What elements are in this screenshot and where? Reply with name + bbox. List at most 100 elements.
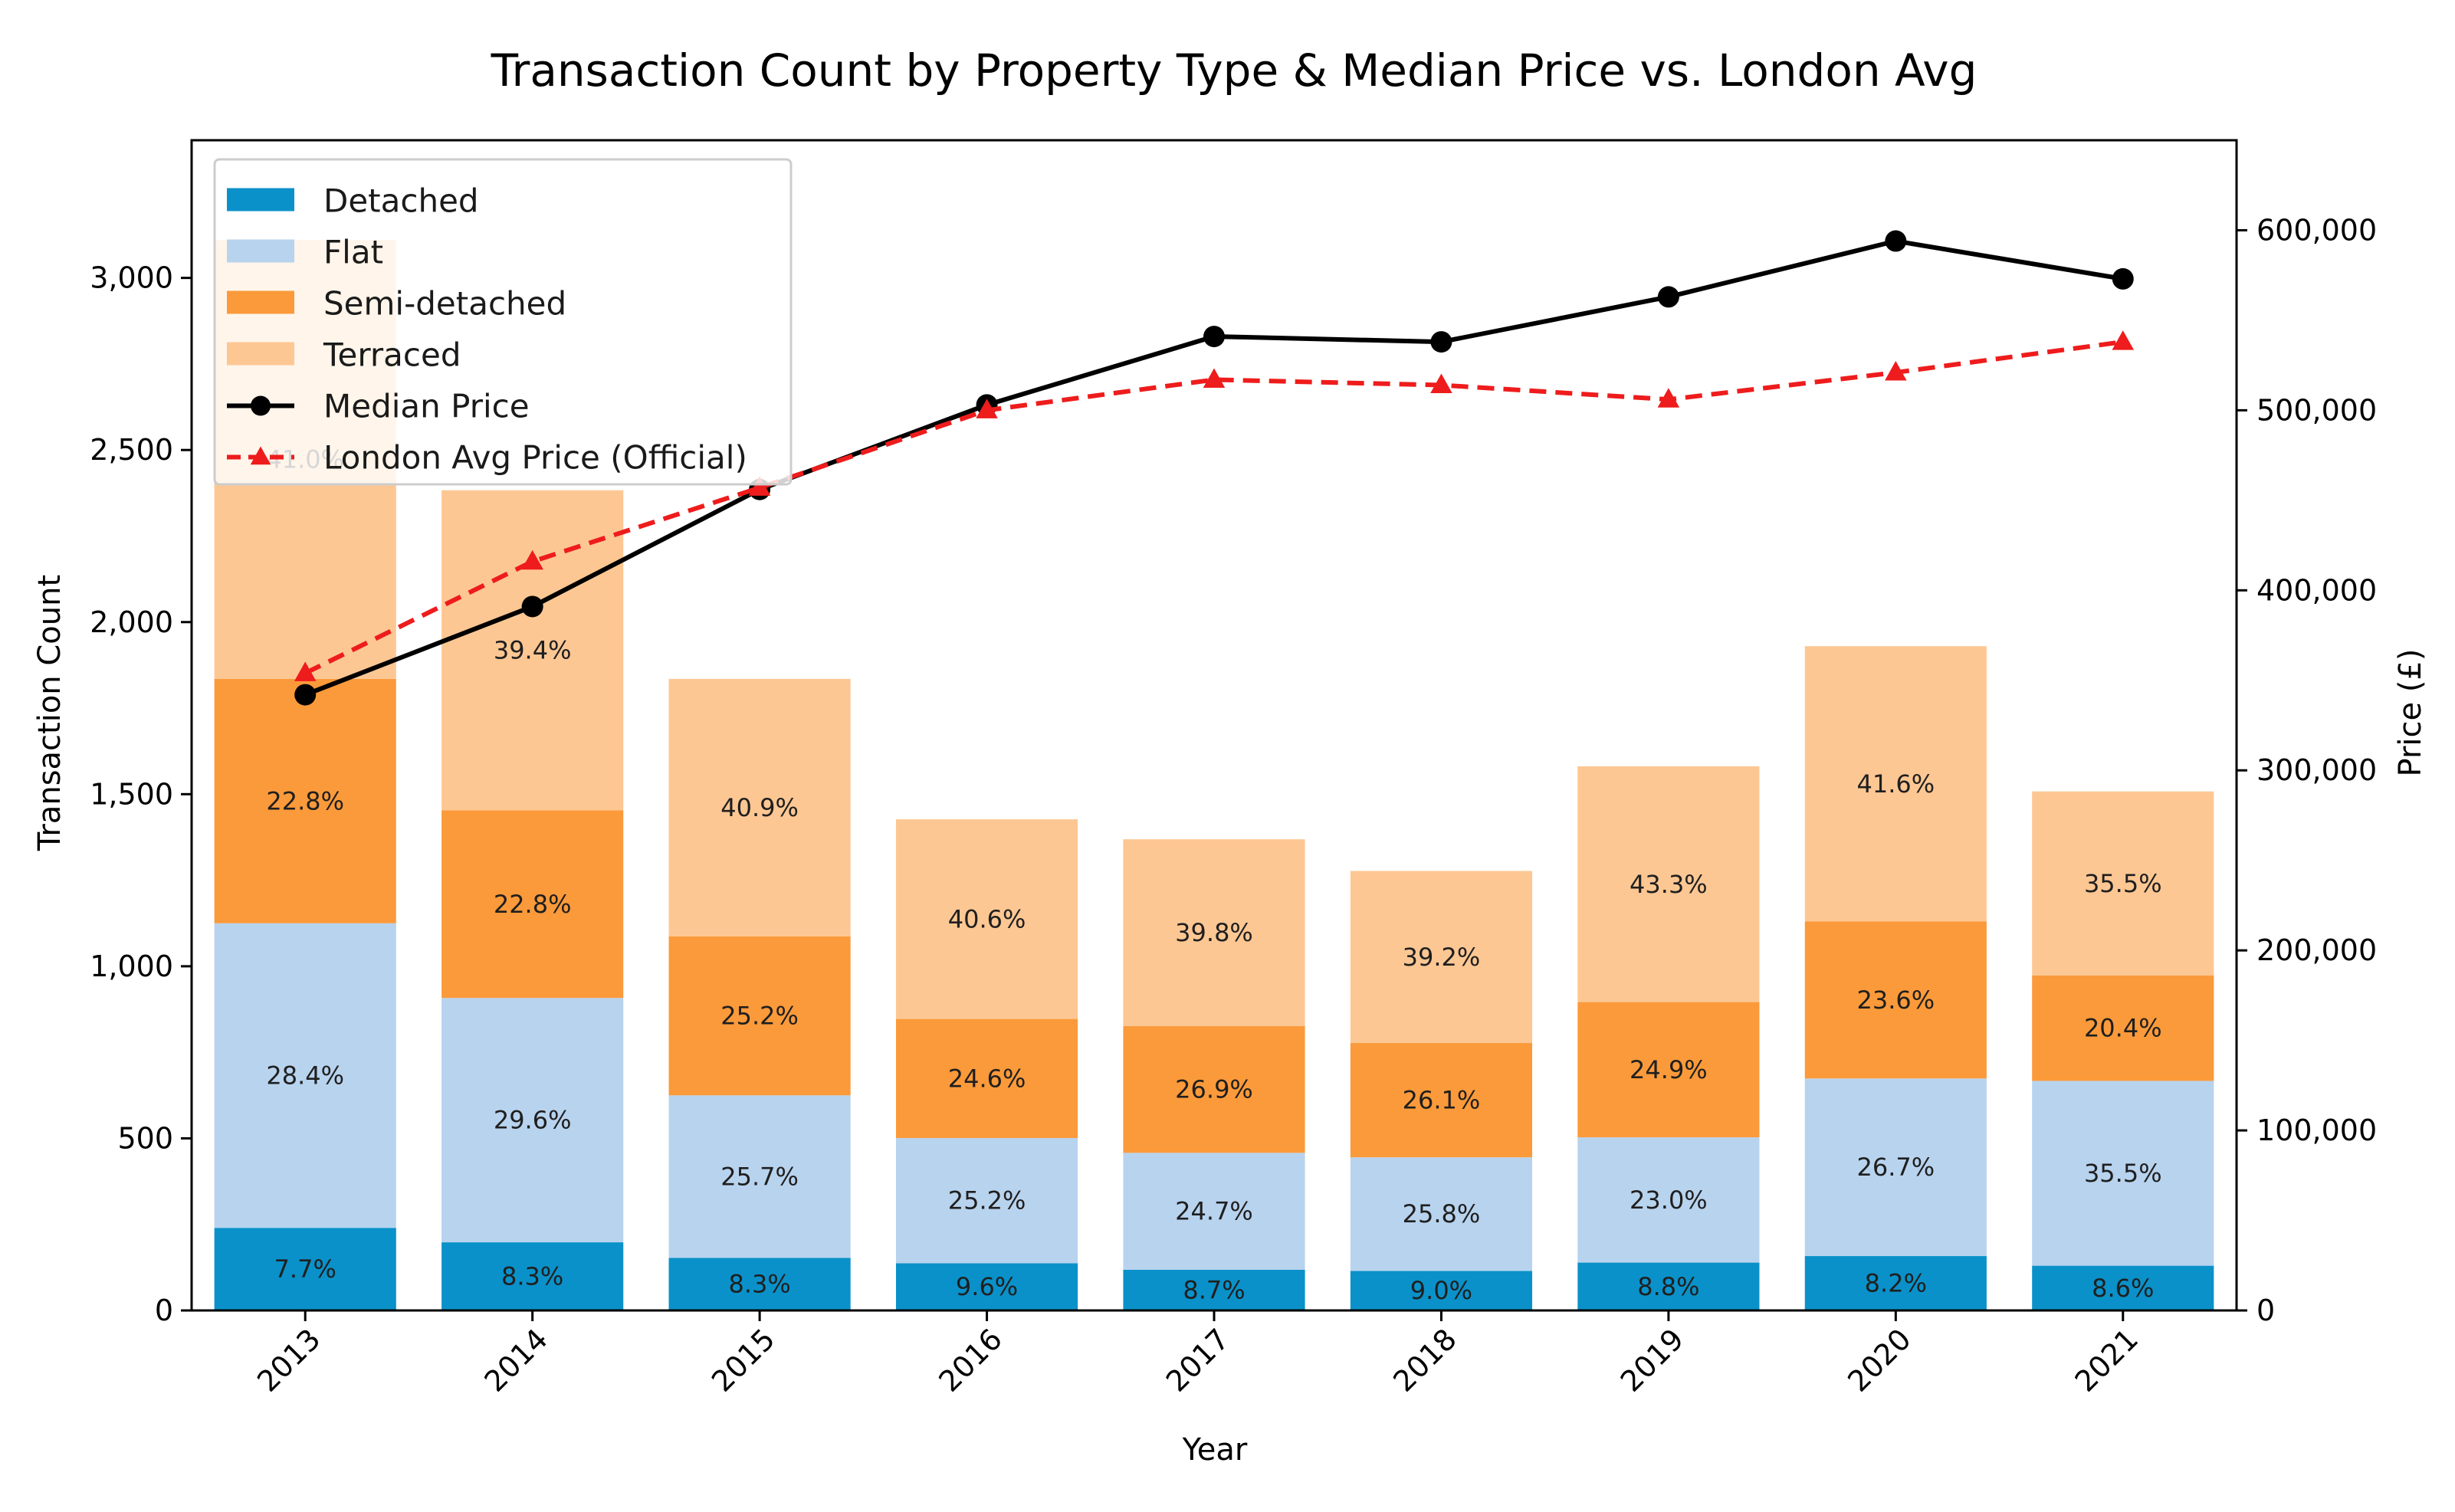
data-label-detached-2017: 8.7% [1183, 1276, 1245, 1305]
y2-tick-label-0: 0 [2256, 1294, 2275, 1327]
point-london-avg-price-official-2016 [976, 398, 998, 418]
data-label-flat-2021: 35.5% [2084, 1159, 2162, 1188]
point-median-price-2014 [521, 595, 543, 618]
bar-flat-2018 [1350, 1157, 1533, 1271]
data-label-semi-detached-2014: 22.8% [494, 890, 572, 919]
legend-swatch-semi-detached [227, 290, 294, 314]
data-label-terraced-2017: 39.8% [1175, 918, 1253, 947]
bar-terraced-2020 [1804, 646, 1987, 922]
point-median-price-2013 [294, 684, 317, 706]
x-axis-label: Year [1182, 1432, 1248, 1468]
bar-semi-detached-2015 [668, 936, 851, 1096]
legend-label-terraced: Terraced [323, 336, 461, 374]
bar-detached-2021 [2032, 1265, 2214, 1310]
line-london-avg-price-official [304, 339, 2124, 676]
bar-semi-detached-2018 [1350, 1043, 1533, 1158]
y-tick-label-2000: 2,000 [90, 605, 173, 639]
point-london-avg-price-official-2014 [521, 549, 543, 570]
point-median-price-2018 [1430, 331, 1452, 353]
point-median-price-2019 [1657, 286, 1679, 308]
data-label-terraced-2019: 43.3% [1630, 870, 1708, 899]
data-label-terraced-2020: 41.6% [1857, 769, 1935, 799]
y2-tick-label-300000: 300,000 [2256, 753, 2377, 787]
y-axis-label: Transaction Count [32, 575, 67, 851]
legend-label-detached: Detached [323, 182, 479, 220]
bar-semi-detached-2017 [1123, 1026, 1305, 1153]
data-label-semi-detached-2017: 26.9% [1175, 1075, 1253, 1104]
legend-marker-median-price [251, 395, 271, 416]
y-tick-label-2500: 2,500 [90, 433, 173, 467]
y2-tick-label-400000: 400,000 [2256, 573, 2377, 607]
data-label-flat-2014: 29.6% [494, 1106, 572, 1135]
y2-tick-label-100000: 100,000 [2256, 1114, 2377, 1147]
y2-axis-label: Price (£) [2393, 649, 2428, 777]
bar-flat-2019 [1577, 1137, 1760, 1263]
bar-detached-2020 [1804, 1256, 1987, 1310]
bar-flat-2016 [895, 1137, 1078, 1264]
point-london-avg-price-official-2021 [2112, 330, 2135, 350]
lines-layer [294, 230, 2135, 706]
bar-detached-2019 [1577, 1262, 1760, 1310]
data-label-terraced-2016: 40.6% [948, 904, 1026, 933]
bar-semi-detached-2016 [895, 1018, 1078, 1138]
data-label-detached-2019: 8.8% [1637, 1272, 1699, 1301]
point-median-price-2021 [2112, 267, 2134, 290]
data-label-terraced-2014: 39.4% [494, 636, 572, 665]
bar-flat-2021 [2032, 1081, 2214, 1266]
point-london-avg-price-official-2017 [1203, 368, 1226, 388]
point-median-price-2020 [1885, 230, 1907, 252]
point-london-avg-price-official-2019 [1657, 388, 1680, 408]
data-label-semi-detached-2018: 26.1% [1403, 1086, 1481, 1115]
bars-layer: 7.7% 8.3% 8.3% 9.6% 8.7% 9.0% 8.8% 8.2% 8.6% 28.4… [214, 240, 2214, 1310]
y-tick-label-0: 0 [155, 1294, 173, 1327]
bar-detached-2016 [895, 1263, 1078, 1310]
bar-flat-2013 [214, 923, 396, 1228]
data-label-semi-detached-2021: 20.4% [2084, 1014, 2162, 1043]
y-tick-label-3000: 3,000 [90, 261, 173, 295]
data-label-flat-2017: 24.7% [1175, 1197, 1253, 1226]
y2-tick-label-500000: 500,000 [2256, 393, 2377, 427]
legend-swatch-detached [227, 188, 294, 212]
bar-semi-detached-2019 [1577, 1002, 1760, 1138]
data-label-semi-detached-2015: 25.2% [720, 1002, 799, 1031]
bar-semi-detached-2013 [214, 678, 396, 923]
data-label-terraced-2021: 35.5% [2084, 869, 2162, 898]
y2-tick-label-200000: 200,000 [2256, 933, 2377, 967]
legend-label-semi-detached: Semi-detached [323, 285, 566, 323]
data-label-detached-2016: 9.6% [956, 1272, 1018, 1301]
legend-marker-london-avg-price-official [250, 446, 271, 465]
legend-box [213, 158, 793, 486]
bar-semi-detached-2020 [1804, 921, 1987, 1079]
chart-title: Transaction Count by Property Type & Med… [491, 44, 1977, 97]
y-tick-label-1500: 1,500 [90, 777, 173, 811]
data-label-semi-detached-2016: 24.6% [948, 1064, 1026, 1093]
bar-flat-2014 [441, 998, 624, 1243]
data-label-detached-2020: 8.2% [1865, 1269, 1927, 1298]
bar-terraced-2015 [668, 678, 851, 936]
bar-detached-2015 [668, 1258, 851, 1310]
bar-terraced-2021 [2032, 791, 2214, 976]
data-label-flat-2019: 23.0% [1630, 1186, 1708, 1215]
data-label-detached-2015: 8.3% [728, 1270, 790, 1299]
bar-terraced-2016 [895, 819, 1078, 1019]
data-label-flat-2018: 25.8% [1403, 1199, 1481, 1228]
data-label-detached-2013: 7.7% [274, 1255, 336, 1284]
bar-detached-2013 [214, 1228, 396, 1310]
legend-swatch-flat [227, 239, 294, 263]
data-label-terraced-2015: 40.9% [720, 793, 799, 822]
bar-terraced-2018 [1350, 871, 1533, 1044]
y2-tick-label-600000: 600,000 [2256, 213, 2377, 247]
data-label-flat-2015: 25.7% [720, 1162, 799, 1191]
point-london-avg-price-official-2013 [294, 661, 317, 681]
bar-detached-2017 [1123, 1270, 1305, 1310]
bar-detached-2014 [441, 1242, 624, 1310]
bar-flat-2015 [668, 1095, 851, 1258]
data-label-semi-detached-2019: 24.9% [1630, 1055, 1708, 1084]
point-london-avg-price-official-2018 [1430, 373, 1452, 393]
bar-terraced-2019 [1577, 766, 1760, 1002]
legend-label-median-price: Median Price [323, 388, 530, 425]
data-label-terraced-2018: 39.2% [1403, 943, 1481, 972]
data-label-detached-2021: 8.6% [2092, 1274, 2154, 1303]
